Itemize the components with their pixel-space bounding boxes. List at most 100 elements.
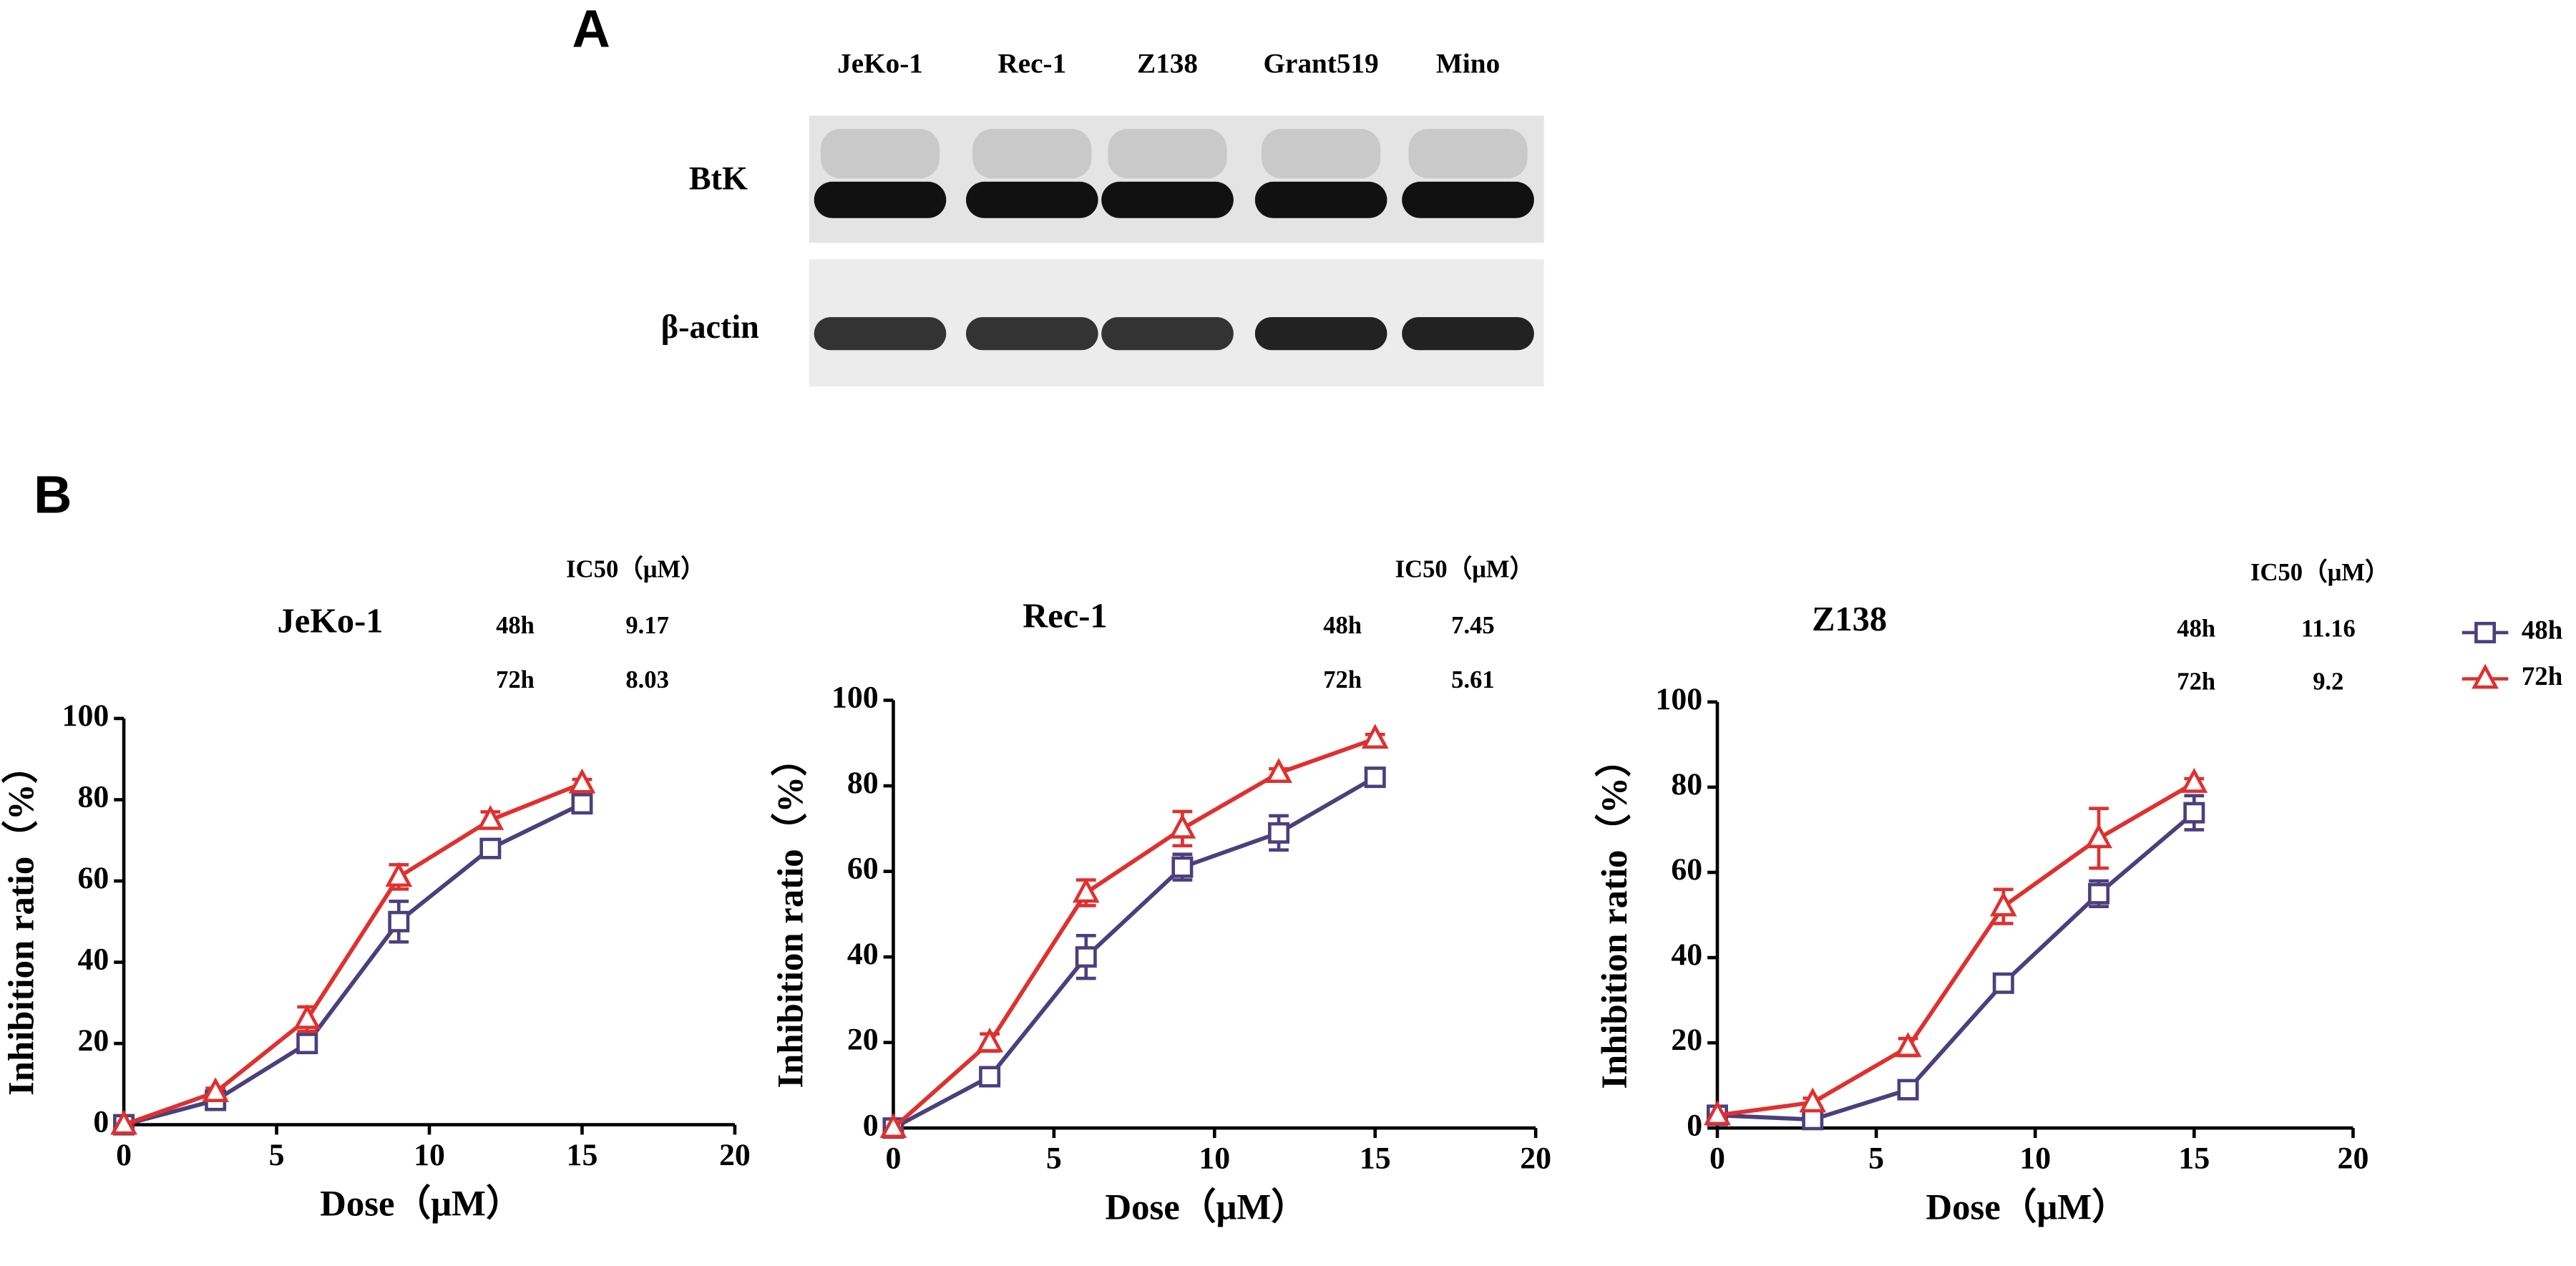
band-smear	[1108, 129, 1227, 179]
marker	[1265, 758, 1292, 783]
band-smear	[972, 129, 1092, 179]
x-axis-label: Dose（μM）	[1106, 1187, 1307, 1227]
x-tick-label: 0	[886, 1141, 902, 1175]
x-tick-label: 10	[414, 1138, 445, 1172]
marker	[568, 768, 596, 794]
marker	[879, 1113, 907, 1139]
x-tick-label: 5	[269, 1138, 285, 1172]
y-tick-label: 100	[1655, 682, 1702, 716]
ic50-series-label: 48h	[1323, 612, 1362, 639]
marker	[293, 1004, 321, 1029]
marker	[2085, 823, 2112, 849]
series-line	[123, 802, 583, 1127]
y-tick-label: 0	[863, 1108, 879, 1142]
x-tick-label: 20	[2338, 1141, 2369, 1175]
series-line	[1717, 781, 2195, 1118]
band	[1402, 317, 1534, 351]
marker	[1361, 724, 1389, 749]
legend-label: 72h	[2522, 661, 2562, 691]
marker	[571, 793, 593, 815]
y-tick-label: 80	[847, 766, 879, 800]
legend-label: 48h	[2522, 615, 2562, 644]
marker	[2180, 767, 2208, 793]
band-smear	[1262, 129, 1381, 179]
marker	[2088, 882, 2110, 905]
y-tick-label: 40	[847, 937, 879, 971]
marker	[2183, 802, 2205, 824]
panel-label: B	[34, 465, 72, 525]
ic50-series-label: 72h	[2177, 668, 2215, 695]
band	[814, 317, 947, 351]
ic50-value: 9.17	[625, 612, 669, 639]
marker	[1989, 891, 2017, 917]
marker	[1169, 813, 1196, 839]
y-axis-label: Inhibition ratio（%）	[1594, 741, 1634, 1089]
ic50-value: 7.45	[1451, 612, 1495, 639]
marker	[296, 1033, 318, 1055]
y-tick-label: 100	[62, 698, 109, 733]
marker	[388, 910, 410, 933]
y-tick-label: 60	[1671, 852, 1702, 887]
marker	[1171, 856, 1194, 878]
marker	[1704, 1100, 1731, 1126]
marker	[1802, 1109, 1824, 1131]
x-tick-label: 5	[1046, 1141, 1062, 1175]
y-axis-label: Inhibition ratio（%）	[771, 740, 811, 1088]
band	[1254, 181, 1387, 218]
chart-title: Rec-1	[1023, 598, 1107, 636]
marker	[1992, 972, 2014, 994]
panel-label: A	[572, 0, 610, 59]
marker	[1799, 1087, 1827, 1113]
ic50-value: 5.61	[1451, 666, 1495, 693]
y-tick-label: 100	[831, 681, 879, 715]
band-smear	[820, 129, 940, 179]
marker	[1072, 877, 1100, 903]
marker	[385, 862, 413, 887]
y-tick-label: 80	[77, 780, 109, 814]
ic50-header: IC50（μM）	[566, 555, 706, 583]
x-tick-label: 10	[1199, 1141, 1230, 1175]
ic50-value: 8.03	[625, 666, 669, 693]
ic50-series-label: 72h	[1323, 666, 1362, 693]
x-axis-label: Dose（μM）	[1926, 1187, 2127, 1227]
ic50-series-label: 48h	[2177, 615, 2215, 643]
band-smear	[1408, 129, 1528, 179]
blot-row-label: BtK	[689, 160, 748, 197]
marker	[1075, 946, 1097, 968]
y-tick-label: 40	[77, 943, 109, 977]
blot-row-label: β-actin	[661, 308, 759, 345]
x-tick-label: 0	[1709, 1141, 1725, 1175]
marker	[110, 1109, 137, 1135]
marker	[1364, 766, 1386, 789]
x-tick-label: 15	[1360, 1141, 1391, 1175]
legend-marker	[2474, 621, 2497, 643]
series-line	[123, 781, 583, 1127]
ic50-value: 9.2	[2313, 668, 2343, 695]
ic50-value: 11.16	[2301, 615, 2356, 643]
lane-label: Grant519	[1264, 48, 1379, 79]
marker	[479, 837, 502, 860]
marker	[1897, 1078, 1919, 1101]
y-axis-label: Inhibition ratio（%）	[1, 748, 41, 1096]
marker	[477, 804, 504, 830]
y-tick-label: 60	[847, 852, 879, 886]
x-tick-label: 20	[719, 1138, 751, 1172]
band	[814, 181, 947, 218]
x-tick-label: 10	[2019, 1141, 2051, 1175]
marker	[979, 1066, 1001, 1088]
band	[966, 317, 1098, 351]
series-line	[892, 736, 1376, 1130]
chart-title: JeKo-1	[278, 603, 384, 641]
band	[1101, 181, 1234, 218]
y-tick-label: 40	[1671, 938, 1702, 972]
band	[1402, 181, 1534, 218]
band	[966, 181, 1098, 218]
y-tick-label: 20	[77, 1023, 109, 1058]
x-tick-label: 15	[2178, 1141, 2210, 1175]
x-axis-label: Dose（μM）	[320, 1184, 522, 1224]
y-tick-label: 0	[1687, 1108, 1702, 1142]
y-tick-label: 0	[93, 1105, 109, 1139]
y-tick-label: 80	[1671, 767, 1702, 802]
ic50-series-label: 48h	[496, 612, 535, 639]
